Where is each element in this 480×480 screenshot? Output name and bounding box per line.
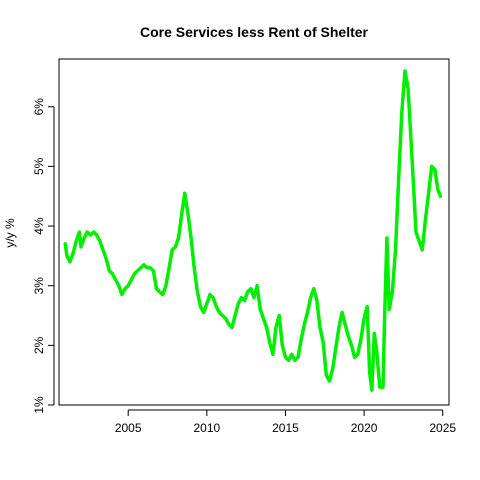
y-tick-label: 5% bbox=[32, 157, 46, 175]
x-axis: 2005 2010 2015 2020 2025 bbox=[115, 409, 456, 435]
y-tick-label: 1% bbox=[32, 396, 46, 414]
y-axis: 1% 2% 3% 4% 5% 6% bbox=[32, 98, 55, 414]
y-tick-label: 4% bbox=[32, 217, 46, 235]
x-tick-label: 2005 bbox=[115, 421, 142, 435]
series-layer bbox=[63, 69, 443, 392]
y-tick-label: 2% bbox=[32, 336, 46, 354]
plot-frame bbox=[58, 58, 450, 406]
y-axis-label: y/y % bbox=[3, 218, 17, 248]
x-tick-label: 2025 bbox=[429, 421, 456, 435]
series-line bbox=[63, 69, 443, 392]
y-tick-label: 6% bbox=[32, 98, 46, 116]
x-tick-label: 2020 bbox=[351, 421, 378, 435]
chart-title: Core Services less Rent of Shelter bbox=[140, 24, 369, 40]
y-tick-label: 3% bbox=[32, 277, 46, 295]
x-tick-label: 2010 bbox=[193, 421, 220, 435]
x-tick-label: 2015 bbox=[272, 421, 299, 435]
